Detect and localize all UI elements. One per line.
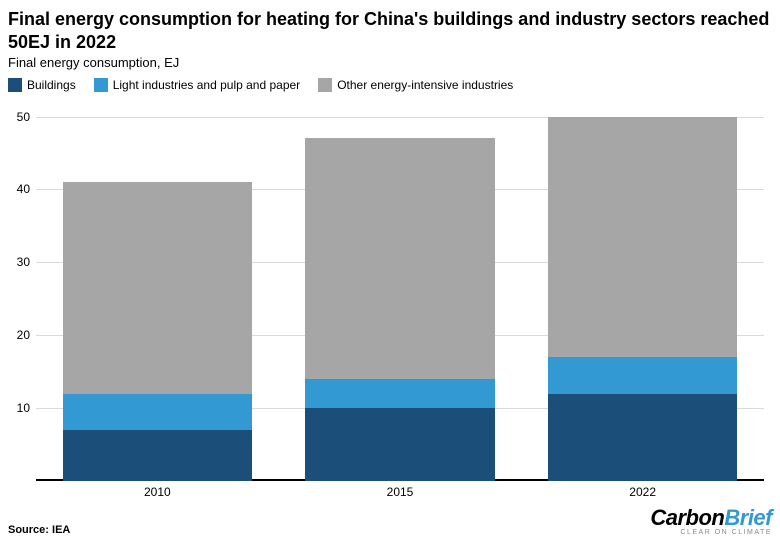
source-text: Source: IEA [8,524,70,536]
ytick-label: 30 [8,255,30,269]
ytick-label: 20 [8,328,30,342]
bar-segment-light [548,357,737,393]
legend-item: Buildings [8,78,76,92]
brand-tagline: CLEAR ON CLIMATE [680,529,772,536]
legend-swatch [318,78,332,92]
footer: Source: IEA CarbonBrief CLEAR ON CLIMATE [8,507,772,536]
bar [63,182,252,481]
xtick-label: 2022 [629,485,656,499]
chart-container: Final energy consumption for heating for… [0,0,780,540]
bar-slot [36,102,279,481]
brand-logo: CarbonBrief CLEAR ON CLIMATE [650,507,772,536]
bar-slot [279,102,522,481]
xtick-label: 2015 [387,485,414,499]
bar-segment-buildings [305,408,494,481]
bar-segment-buildings [63,430,252,481]
legend-label: Buildings [27,78,76,92]
ytick-label: 10 [8,401,30,415]
legend-label: Other energy-intensive industries [337,78,513,92]
brand-name: CarbonBrief [650,507,772,529]
bar-segment-other [305,138,494,379]
legend-label: Light industries and pulp and paper [113,78,300,92]
brand-part1: Carbon [650,505,724,530]
ytick-label: 40 [8,182,30,196]
plot-area: 10 20 30 40 50 2010 2015 2022 [8,96,772,503]
legend-item: Light industries and pulp and paper [94,78,300,92]
bar [305,138,494,481]
bar-slot [521,102,764,481]
legend-swatch [8,78,22,92]
bars-group [36,102,764,481]
legend-swatch [94,78,108,92]
legend: Buildings Light industries and pulp and p… [8,78,772,92]
ytick-label: 50 [8,110,30,124]
bar-segment-light [305,379,494,408]
bar-segment-other [63,182,252,393]
bar-segment-light [63,394,252,430]
legend-item: Other energy-intensive industries [318,78,513,92]
bar-segment-buildings [548,394,737,481]
xtick-label: 2010 [144,485,171,499]
brand-part2: Brief [724,505,772,530]
plot-inner: 1020304050201020152022 [36,102,764,481]
chart-subtitle: Final energy consumption, EJ [8,55,772,70]
chart-title: Final energy consumption for heating for… [8,8,772,53]
bar-segment-other [548,117,737,358]
bar [548,117,737,481]
